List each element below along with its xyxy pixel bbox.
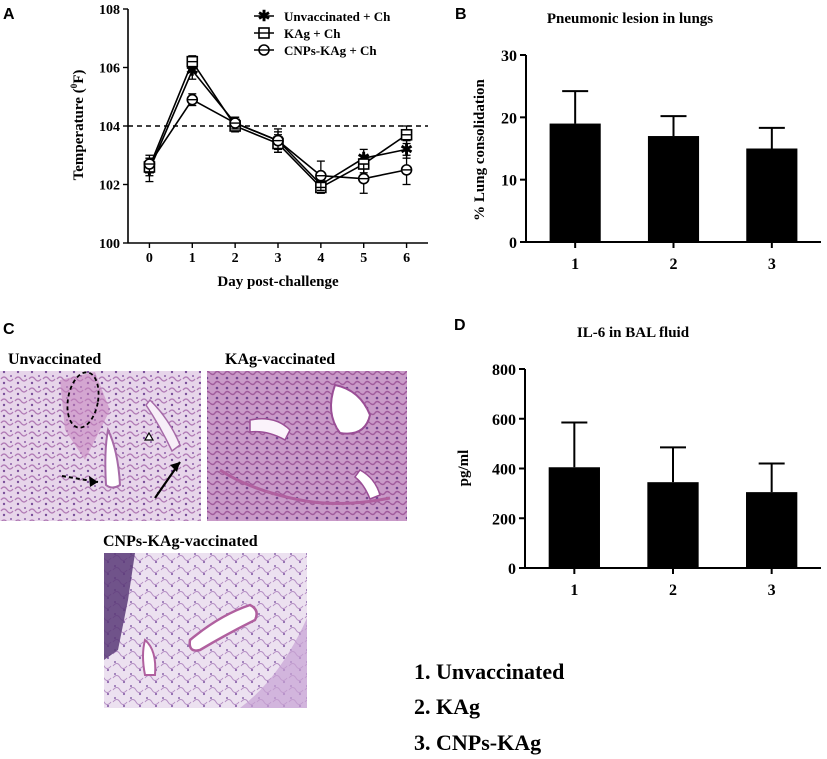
x-tick-label: 3 — [768, 256, 776, 273]
legend-label: Unvaccinated + Ch — [284, 9, 391, 24]
y-tick-label: 800 — [492, 362, 516, 379]
temperature-chart: 100 102 104 106 108 0 1 2 3 4 5 6 ✱✱✱✱✱✱✱ Day post-… — [69, 3, 428, 290]
micrograph-unvaccinated — [0, 371, 201, 521]
temperature-x-tick-label: 5 — [360, 251, 367, 266]
micrograph-kag — [207, 371, 407, 521]
temperature-x-axis-label: Day post-challenge — [217, 274, 339, 290]
key-item-1: 1. Unvaccinated — [414, 659, 564, 684]
data-point-circle — [143, 158, 156, 170]
bar-3 — [746, 148, 798, 242]
data-point-circle — [186, 93, 199, 106]
y-tick-label: 10 — [501, 173, 517, 190]
temperature-legend: ✱ Unvaccinated + Ch KAg + Ch CNPs-KAg + Ch — [254, 9, 391, 58]
legend-marker-circle — [258, 44, 270, 56]
data-point-circle — [315, 169, 327, 182]
legend-item: CNPs-KAg + Ch — [254, 43, 377, 58]
histology-label-cnps: CNPs-KAg-vaccinated — [103, 533, 258, 550]
bar-1 — [549, 123, 601, 242]
temperature-series: ✱✱✱✱✱✱✱ — [143, 55, 413, 194]
bar-2 — [647, 136, 700, 242]
temperature-y-tick-label: 100 — [99, 237, 120, 252]
bar-2 — [647, 482, 699, 568]
y-tick-label: 200 — [492, 511, 516, 528]
il6-plot: 0 200 400 600 800 1 2 3 — [492, 362, 821, 599]
y-tick-label: 400 — [492, 462, 516, 479]
temperature-x-tick-label: 6 — [403, 251, 410, 266]
temperature-x-tick-label: 0 — [146, 251, 153, 266]
lesion-y-axis-label: % Lung consolidation — [472, 78, 488, 220]
key-item-2: 2. KAg — [414, 694, 480, 719]
legend-marker-square — [258, 27, 270, 39]
bar-1 — [548, 467, 600, 568]
ellipse-annotation — [66, 371, 100, 429]
data-point-square — [186, 55, 199, 68]
micrograph-cnps — [104, 553, 307, 708]
x-tick-label: 1 — [571, 256, 579, 273]
x-tick-label: 3 — [768, 582, 776, 599]
legend-item: ✱ Unvaccinated + Ch — [254, 9, 391, 25]
temperature-y-tick-label: 104 — [99, 120, 120, 135]
legend-label: KAg + Ch — [284, 26, 341, 41]
y-tick-label: 0 — [509, 235, 517, 252]
lesion-chart-title: Pneumonic lesion in lungs — [547, 11, 713, 27]
data-point-circle — [272, 134, 284, 147]
panel-label-d: D — [454, 317, 466, 334]
data-point-square — [400, 128, 413, 141]
data-point-circle — [400, 164, 413, 176]
temperature-x-tick-label: 4 — [317, 251, 324, 266]
x-tick-label: 2 — [669, 582, 677, 599]
y-tick-label: 0 — [508, 561, 516, 578]
data-point-circle — [229, 117, 241, 129]
temperature-y-axis-label: Temperature (0F) — [69, 70, 87, 181]
x-tick-label: 2 — [670, 256, 678, 273]
panel-label-a: A — [3, 6, 15, 23]
legend-item: KAg + Ch — [254, 26, 341, 41]
histology-label-kag: KAg-vaccinated — [225, 351, 335, 368]
legend-marker-star: ✱ — [258, 9, 271, 25]
key-item-3: 3. CNPs-KAg — [414, 730, 541, 755]
y-tick-label: 20 — [501, 110, 517, 127]
lesion-chart: Pneumonic lesion in lungs 0 10 20 30 1 2 3 % L… — [472, 11, 821, 273]
panel-label-c: C — [3, 321, 15, 338]
y-tick-label: 30 — [501, 48, 517, 65]
lesion-plot: 0 10 20 30 1 2 3 — [501, 48, 821, 273]
il6-chart: IL-6 in BAL fluid 0 200 400 600 800 1 2 3 pg/ml — [456, 325, 821, 599]
temperature-y-tick-label: 102 — [99, 179, 120, 194]
temperature-x-tick-label: 1 — [189, 251, 196, 266]
legend-label: CNPs-KAg + Ch — [284, 43, 377, 58]
bar-3 — [746, 492, 798, 568]
series-square — [143, 55, 413, 194]
il6-chart-title: IL-6 in BAL fluid — [577, 325, 690, 341]
temperature-y-tick-label: 108 — [99, 3, 120, 18]
temperature-x-tick-label: 3 — [275, 251, 282, 266]
y-tick-label: 600 — [492, 412, 516, 429]
x-tick-label: 1 — [570, 582, 578, 599]
temperature-x-tick-label: 2 — [232, 251, 239, 266]
data-point-star: ✱ — [400, 142, 413, 158]
histology-panels: Unvaccinated KAg-vaccinated CNPs-KAg-vac… — [0, 351, 407, 708]
panel-label-b: B — [455, 6, 467, 23]
temperature-ticks: 100 102 104 106 108 0 1 2 3 4 5 6 — [99, 3, 410, 266]
series-circle — [143, 93, 413, 194]
temperature-y-tick-label: 106 — [99, 62, 120, 77]
il6-y-axis-label: pg/ml — [456, 450, 472, 487]
group-key: 1. Unvaccinated 2. KAg 3. CNPs-KAg — [414, 659, 564, 755]
histology-label-unvaccinated: Unvaccinated — [8, 351, 101, 368]
data-point-circle — [357, 172, 370, 185]
